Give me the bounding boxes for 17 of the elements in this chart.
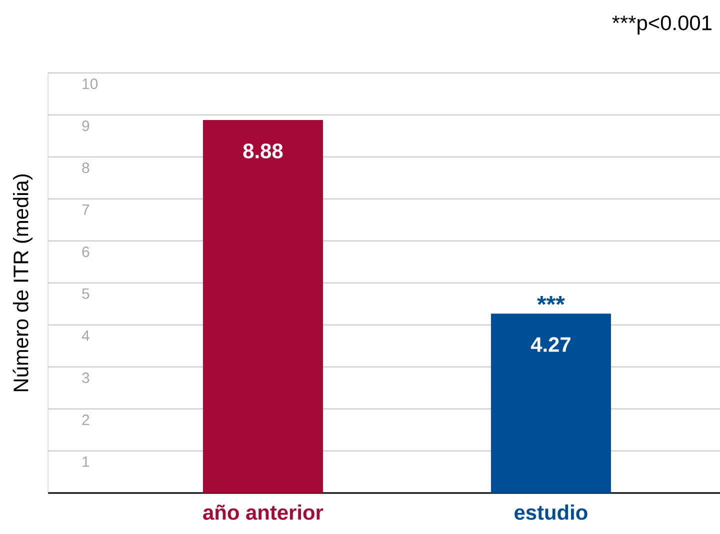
y-tick-label: 6 xyxy=(82,246,90,258)
data-label: 8.88 xyxy=(243,144,283,158)
y-tick-label: 5 xyxy=(82,288,90,299)
y-axis-title: Número de ITR (media) xyxy=(12,174,32,392)
text: ***p<0.001 xyxy=(612,16,712,34)
y-tick-label: 10 xyxy=(82,78,98,90)
y-tick-label: 4 xyxy=(82,330,90,341)
y-tick-label: 9 xyxy=(82,120,90,132)
data-label: 4.27 xyxy=(530,337,570,352)
y-tick-label: 2 xyxy=(82,414,90,425)
y-tick-label: 7 xyxy=(82,204,90,215)
y-tick-label: 3 xyxy=(82,372,90,384)
x-tick-label: año anterior xyxy=(203,504,324,520)
x-tick-label: estudio xyxy=(514,504,588,520)
y-tick-label: 8 xyxy=(82,162,90,174)
annotation: *** xyxy=(537,296,565,305)
y-tick-label: 1 xyxy=(82,456,90,467)
